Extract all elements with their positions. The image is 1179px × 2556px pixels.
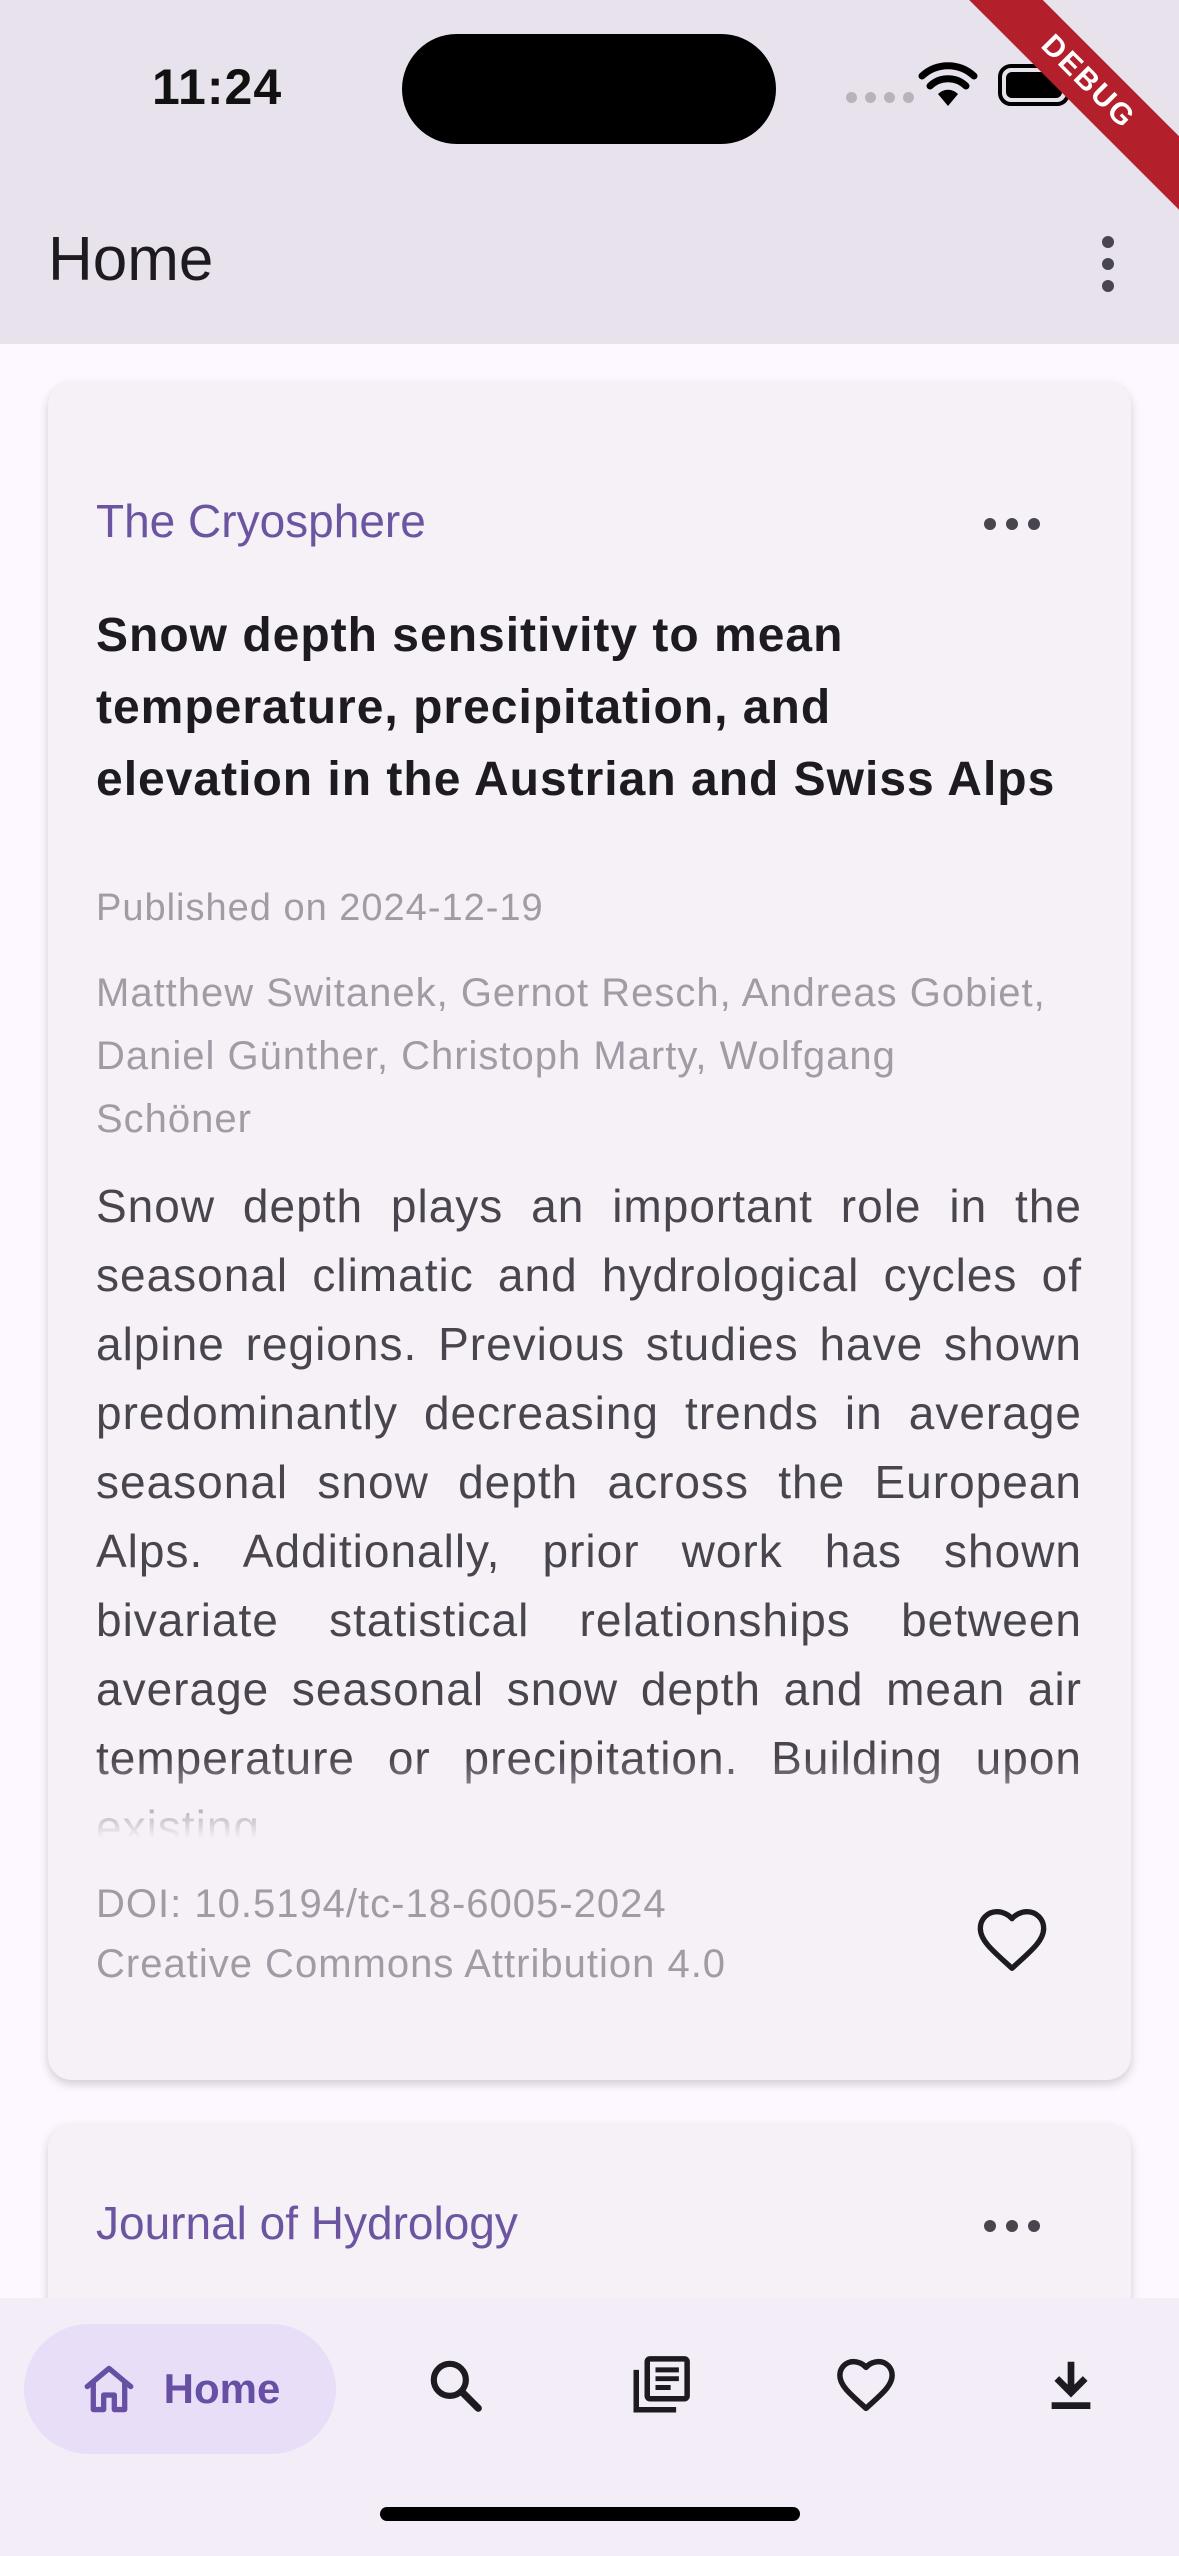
home-indicator <box>380 2507 800 2521</box>
article-card[interactable]: The Cryosphere Snow depth sensitivity to… <box>48 382 1131 2080</box>
article-authors: Matthew Switanek, Gernot Resch, Andreas … <box>96 971 1046 1141</box>
status-time: 11:24 <box>152 59 283 115</box>
page-title: Home <box>48 225 214 294</box>
journal-name: Journal of Hydrology <box>96 2197 518 2249</box>
nav-item-home[interactable]: Home <box>24 2324 336 2454</box>
article-abstract: Snow depth plays an important role in th… <box>96 1180 1082 1838</box>
cellular-signal-icon <box>846 92 914 103</box>
search-icon <box>430 2360 482 2412</box>
article-title: Snow depth sensitivity to mean temperatu… <box>96 609 1056 806</box>
nav-item-home-label: Home <box>163 2365 281 2412</box>
more-horiz-icon[interactable] <box>984 2219 1040 2233</box>
nav-item-favorites[interactable] <box>831 2350 901 2420</box>
nav-item-downloads[interactable] <box>1036 2350 1106 2420</box>
app-bar: 11:24 DEBUG Home <box>0 0 1179 344</box>
debug-banner: DEBUG <box>952 0 1179 218</box>
nav-item-library[interactable] <box>626 2350 696 2420</box>
download-icon <box>1051 2361 1091 2410</box>
dynamic-island <box>402 34 776 144</box>
article-doi: DOI: 10.5194/tc-18-6005-2024 <box>96 1882 667 1926</box>
library-icon <box>633 2356 690 2413</box>
article-license: Creative Commons Attribution 4.0 <box>96 1942 727 1986</box>
more-vert-icon[interactable] <box>1090 228 1126 300</box>
wifi-icon <box>918 62 978 106</box>
nav-item-search[interactable] <box>420 2350 490 2420</box>
journal-name: The Cryosphere <box>96 495 426 547</box>
favorite-icon <box>837 2358 895 2412</box>
home-icon <box>84 2365 134 2413</box>
heart-outline-icon[interactable] <box>972 1900 1052 1980</box>
published-date: Published on 2024-12-19 <box>96 887 544 929</box>
more-horiz-icon[interactable] <box>984 517 1040 531</box>
